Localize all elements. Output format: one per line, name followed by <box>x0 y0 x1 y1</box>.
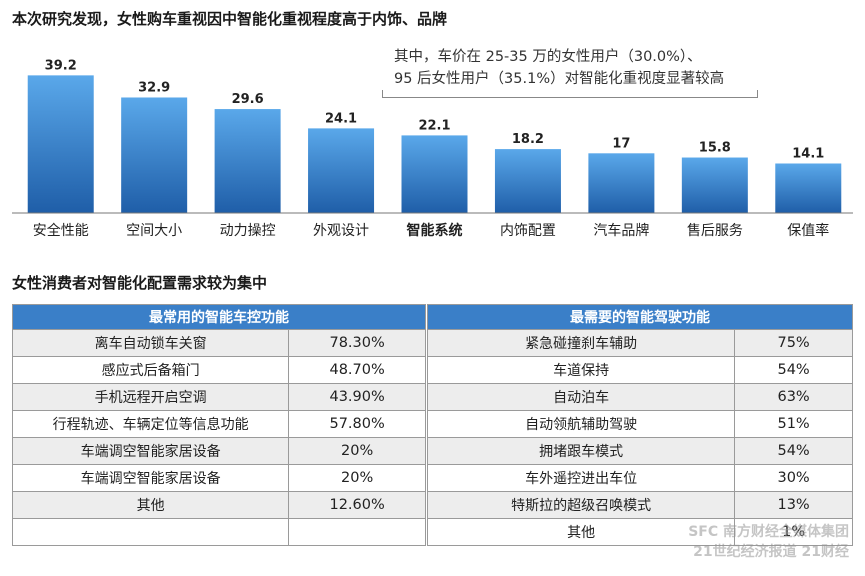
category-tick-label: 空间大小 <box>126 223 182 239</box>
car-control-table: 最常用的智能车控功能 离车自动锁车关窗 78.30% 感应式后备箱门 48.70% 手机… <box>11 304 426 546</box>
car-control-feature-value <box>288 518 426 546</box>
category-tick-label: 售后服务 <box>687 223 743 239</box>
watermark-line-2: 21世纪经济报道 21财经 <box>693 544 849 560</box>
smart-driving-feature-name: 自动领航辅助驾驶 <box>426 410 736 438</box>
smart-driving-feature-name: 拥堵跟车模式 <box>426 437 736 465</box>
table-row: 车道保持 54% <box>426 356 853 384</box>
table-row: 自动泊车 63% <box>426 383 853 411</box>
watermark: SFC 南方财经全媒体集团 21世纪经济报道 21财经 <box>688 522 849 562</box>
bar-9 <box>775 163 842 213</box>
car-control-feature-value: 48.70% <box>288 356 426 384</box>
callout-bracket-left <box>382 90 383 98</box>
smart-driving-feature-value: 30% <box>734 464 853 492</box>
car-control-feature-value: 57.80% <box>288 410 426 438</box>
category-tick-label: 汽车品牌 <box>593 222 649 239</box>
table-row: 手机远程开启空调 43.90% <box>11 383 426 411</box>
category-tick-label: 保值率 <box>787 222 829 239</box>
callout: 其中，车价在 25-35 万的女性用户（30.0%）、 95 后女性用户（35.… <box>394 46 724 90</box>
table-row: 离车自动锁车关窗 78.30% <box>11 329 426 357</box>
table-row <box>11 518 426 546</box>
smart-driving-table: 最需要的智能驾驶功能 紧急碰撞刹车辅助 75% 车道保持 54% 自动泊车 63% 自动领航… <box>426 304 853 546</box>
car-control-feature-value: 78.30% <box>288 329 426 357</box>
table-row: 车端调空智能家居设备 20% <box>11 464 426 492</box>
table-row: 感应式后备箱门 48.70% <box>11 356 426 384</box>
car-control-feature-name: 离车自动锁车关窗 <box>11 329 290 357</box>
callout-line-1: 其中，车价在 25-35 万的女性用户（30.0%）、 <box>394 49 702 65</box>
bar-value-label: 32.9 <box>138 80 170 95</box>
car-control-feature-name: 车端调空智能家居设备 <box>11 464 290 492</box>
smart-driving-feature-value: 54% <box>734 437 853 465</box>
bar-value-label: 24.1 <box>325 111 357 126</box>
bar-7 <box>588 153 655 213</box>
bar-2 <box>121 97 188 213</box>
smart-driving-feature-value: 63% <box>734 383 853 411</box>
callout-line-2: 95 后女性用户（35.1%）对智能化重视度显著较高 <box>394 71 725 87</box>
table-row: 车端调空智能家居设备 20% <box>11 437 426 465</box>
car-control-feature-value: 43.90% <box>288 383 426 411</box>
bar-1 <box>27 75 94 213</box>
table-row: 车外遥控进出车位 30% <box>426 464 853 492</box>
bar-value-label: 18.2 <box>512 132 544 147</box>
car-control-feature-name <box>11 518 290 546</box>
smart-driving-feature-value: 13% <box>734 491 853 519</box>
smart-driving-feature-name: 特斯拉的超级召唤模式 <box>426 491 736 519</box>
car-control-feature-name: 手机远程开启空调 <box>11 383 290 411</box>
smart-driving-feature-value: 51% <box>734 410 853 438</box>
car-control-feature-name: 行程轨迹、车辆定位等信息功能 <box>11 410 290 438</box>
category-tick-label: 智能系统 <box>406 222 463 239</box>
bar-8 <box>681 157 748 213</box>
smart-driving-feature-name: 其他 <box>426 518 736 546</box>
car-control-feature-value: 12.60% <box>288 491 426 519</box>
bar-value-label: 39.2 <box>45 58 77 73</box>
section-title: 女性消费者对智能化配置需求较为集中 <box>12 274 268 292</box>
car-control-feature-name: 车端调空智能家居设备 <box>11 437 290 465</box>
bar-6 <box>494 149 561 213</box>
bar-value-label: 29.6 <box>232 92 264 107</box>
car-control-feature-name: 其他 <box>11 491 290 519</box>
category-tick-label: 安全性能 <box>33 222 89 239</box>
car-control-feature-value: 20% <box>288 464 426 492</box>
table-row: 其他 12.60% <box>11 491 426 519</box>
bar-chart: 39.2 32.9 29.6 24.1 22.1 18.2 17 15.8 14.1 安全性能 空… <box>12 58 853 239</box>
bar-value-label: 14.1 <box>792 146 824 161</box>
category-tick-label: 内饰配置 <box>500 223 556 239</box>
watermark-line-1: SFC 南方财经全媒体集团 <box>688 524 849 540</box>
category-tick-label: 外观设计 <box>313 223 369 239</box>
table-row: 特斯拉的超级召唤模式 13% <box>426 491 853 519</box>
category-tick-label: 动力操控 <box>220 223 276 239</box>
car-control-feature-value: 20% <box>288 437 426 465</box>
smart-driving-feature-value: 1% <box>734 518 853 546</box>
smart-driving-feature-value: 54% <box>734 356 853 384</box>
callout-bracket <box>382 97 758 98</box>
bar-3 <box>214 109 281 213</box>
smart-driving-header: 最需要的智能驾驶功能 <box>427 304 853 330</box>
smart-driving-feature-name: 紧急碰撞刹车辅助 <box>426 329 736 357</box>
bar-4 <box>308 128 375 213</box>
smart-driving-feature-name: 车外遥控进出车位 <box>426 464 736 492</box>
car-control-header: 最常用的智能车控功能 <box>12 304 426 330</box>
callout-bracket-right <box>757 90 758 98</box>
table-row: 紧急碰撞刹车辅助 75% <box>426 329 853 357</box>
table-row: 自动领航辅助驾驶 51% <box>426 410 853 438</box>
table-row: 拥堵跟车模式 54% <box>426 437 853 465</box>
table-row: 其他 1% <box>426 518 853 546</box>
smart-driving-feature-name: 自动泊车 <box>426 383 736 411</box>
bar-value-label: 15.8 <box>699 141 731 156</box>
chart-title: 本次研究发现，女性购车重视因中智能化重视程度高于内饰、品牌 <box>12 10 448 28</box>
bar-value-label: 17 <box>612 136 630 151</box>
bar-5 <box>401 135 468 213</box>
table-row: 行程轨迹、车辆定位等信息功能 57.80% <box>11 410 426 438</box>
bar-value-label: 22.1 <box>418 118 450 133</box>
smart-driving-feature-name: 车道保持 <box>426 356 736 384</box>
smart-driving-feature-value: 75% <box>734 329 853 357</box>
car-control-feature-name: 感应式后备箱门 <box>11 356 290 384</box>
